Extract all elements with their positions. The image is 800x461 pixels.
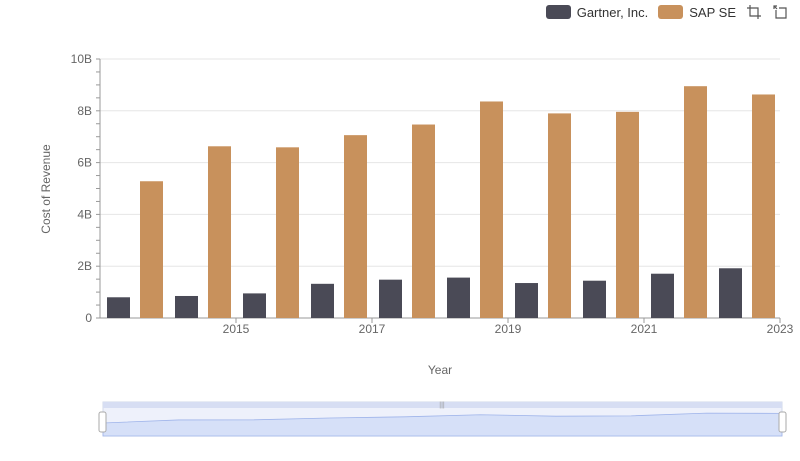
legend-label-gartner: Gartner, Inc. <box>576 4 649 20</box>
legend-item-sap[interactable]: SAP SE <box>658 5 736 20</box>
bar-gartner-2018[interactable] <box>379 279 402 318</box>
slider-grip-icon[interactable]: ||| <box>439 402 445 409</box>
legend-swatch-sap <box>658 5 684 19</box>
bar-sap-2023[interactable] <box>752 94 775 318</box>
bar-gartner-2021[interactable] <box>583 280 606 318</box>
reset-icon[interactable] <box>772 4 788 20</box>
bar-sap-2017[interactable] <box>344 135 367 318</box>
bar-gartner-2014[interactable] <box>107 297 130 318</box>
y-tick-label: 0 <box>85 311 92 325</box>
y-tick-label: 8B <box>77 104 92 118</box>
zoom-icon[interactable] <box>746 4 762 20</box>
legend-item-gartner[interactable]: Gartner, Inc. <box>545 4 649 20</box>
range-slider[interactable]: ||| <box>98 401 787 437</box>
y-tick-label: 6B <box>77 156 92 170</box>
bar-sap-2021[interactable] <box>616 111 639 318</box>
bar-sap-2022[interactable] <box>684 86 707 318</box>
x-axis: 2015 2017 2019 2021 2023 <box>223 318 794 336</box>
x-tick-label: 2021 <box>631 322 658 336</box>
y-tick-label: 10B <box>71 52 92 66</box>
y-tick-label: 2B <box>77 259 92 273</box>
bar-sap-2018[interactable] <box>412 124 435 318</box>
bar-sap-2019[interactable] <box>480 101 503 318</box>
bar-gartner-2023[interactable] <box>719 268 742 318</box>
bar-sap-2015[interactable] <box>208 146 231 318</box>
bar-sap-2014[interactable] <box>140 181 163 318</box>
bar-gartner-2022[interactable] <box>651 273 674 318</box>
legend: Gartner, Inc. SAP SE <box>545 4 788 20</box>
x-tick-label: 2017 <box>359 322 386 336</box>
x-tick-label: 2023 <box>767 322 794 336</box>
bar-gartner-2017[interactable] <box>311 283 334 318</box>
bar-gartner-2015[interactable] <box>175 295 198 318</box>
x-tick-label: 2019 <box>495 322 522 336</box>
y-tick-label: 4B <box>77 207 92 221</box>
slider-selection[interactable] <box>103 402 782 408</box>
bar-gartner-2019[interactable] <box>447 277 470 318</box>
bar-gartner-2020[interactable] <box>515 283 538 318</box>
x-tick-label: 2015 <box>223 322 250 336</box>
x-axis-label: Year <box>428 363 452 377</box>
slider-handle-left[interactable] <box>98 411 107 433</box>
slider-handle-right[interactable] <box>778 411 787 433</box>
bar-gartner-2016[interactable] <box>243 293 266 318</box>
legend-label-sap: SAP SE <box>689 4 736 20</box>
y-axis-label: Cost of Revenue <box>39 144 53 234</box>
grid <box>100 58 780 267</box>
bar-sap-2020[interactable] <box>548 113 571 318</box>
legend-swatch-gartner <box>545 5 571 19</box>
bars <box>107 86 775 318</box>
bar-sap-2016[interactable] <box>276 147 299 318</box>
